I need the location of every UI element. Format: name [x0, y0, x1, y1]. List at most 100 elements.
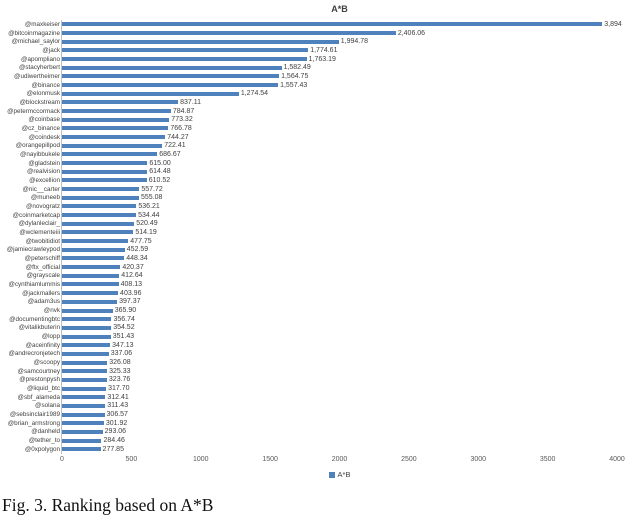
- value-label: 293.06: [104, 428, 127, 436]
- value-label: 365.90: [114, 307, 137, 314]
- bar: [62, 343, 111, 348]
- bar: [62, 429, 103, 434]
- bar: [62, 135, 166, 140]
- bar: [62, 65, 282, 70]
- category-label: @michael_saylor: [11, 38, 60, 46]
- category-label: @binance: [31, 81, 60, 89]
- bar-row: @nvk 365.90: [0, 306, 628, 315]
- bar: [62, 22, 603, 27]
- bar-row: @peterschiff 448.34: [0, 254, 628, 263]
- bar: [62, 403, 106, 408]
- value-label: 277.85: [102, 445, 124, 453]
- value-label: 1,564.75: [281, 72, 309, 80]
- value-label: 1,994.78: [340, 38, 369, 46]
- bar: [62, 48, 309, 53]
- category-label: @sbf_alameda: [17, 393, 60, 401]
- category-label: @andrecronjetech: [8, 350, 60, 358]
- value-label: 1,774.61: [310, 46, 338, 54]
- category-label: @0xpolygon: [24, 445, 60, 453]
- category-label: @wclementeiii: [19, 228, 60, 236]
- value-label: 306.57: [106, 411, 128, 419]
- category-label: @cynthiamlummis: [8, 280, 60, 288]
- bar: [62, 126, 169, 131]
- plot-area: @maxkeiser 3,894 @bitcoinmagazine 2,406.06 @…: [0, 20, 628, 454]
- value-label: 744.27: [167, 133, 189, 141]
- bar-row: @dylanleclair_ 520.49: [0, 219, 628, 229]
- bar-row: @nic__carter 557.72: [0, 184, 628, 194]
- category-label: @coinmarketcap: [12, 211, 60, 219]
- value-label: 614.48: [149, 168, 171, 176]
- value-label: 284.46: [103, 437, 125, 445]
- bar: [62, 447, 101, 452]
- value-label: 326.08: [109, 359, 131, 367]
- bar: [62, 213, 137, 218]
- value-label: 351.43: [112, 333, 135, 341]
- value-label: 557.72: [141, 185, 163, 193]
- bar-row: @petermccormack 784.87: [0, 106, 628, 116]
- bar-row: @aceinfinity 347.13: [0, 340, 628, 350]
- bar-row: @coinbase 773.32: [0, 115, 628, 125]
- value-label: 452.59: [126, 246, 149, 254]
- category-label: @nvk: [43, 307, 60, 314]
- x-axis-tick-label: 3000: [470, 456, 487, 463]
- bar-row: @coindesk 744.27: [0, 132, 628, 142]
- bar-row: @grayscale 412.64: [0, 271, 628, 281]
- category-label: @realvision: [27, 168, 60, 176]
- bar-row: @bitcoinmagazine 2,406.06: [0, 28, 628, 38]
- value-label: 837.11: [180, 98, 202, 106]
- category-label: @coinbase: [28, 116, 60, 124]
- bar: [62, 351, 109, 356]
- category-label: @jamiecrawleypod: [6, 246, 60, 254]
- value-label: 766.78: [170, 124, 192, 132]
- value-label: 3,894: [604, 20, 622, 28]
- bar-row: @binance 1,557.43: [0, 80, 628, 90]
- bar-row: @maxkeiser 3,894: [0, 20, 628, 29]
- bar-row: @gladstein 615.00: [0, 158, 628, 168]
- bar: [62, 438, 102, 443]
- value-label: 412.64: [121, 272, 143, 280]
- category-label: @jack: [42, 46, 60, 54]
- bar-row: @wclementeiii 514.19: [0, 228, 628, 237]
- value-label: 356.74: [113, 315, 135, 323]
- bar: [62, 334, 111, 339]
- figure-caption: Fig. 3. Ranking based on A*B: [2, 495, 214, 515]
- value-label: 534.44: [138, 211, 160, 219]
- value-label: 403.96: [120, 289, 142, 297]
- bar-row: @solana 311.43: [0, 401, 628, 411]
- bar-row: @0xpolygon 277.85: [0, 444, 628, 454]
- bar: [62, 178, 147, 183]
- bar: [62, 83, 279, 88]
- value-label: 520.49: [136, 220, 158, 228]
- category-label: @ftx_official: [25, 263, 60, 271]
- bar-row: @cz_binance 766.78: [0, 124, 628, 133]
- category-label: @muneeb: [30, 194, 60, 202]
- bar-row: @apompliano 1,763.19: [0, 54, 628, 64]
- value-label: 1,557.43: [280, 81, 308, 89]
- bar: [62, 74, 280, 79]
- bar-row: @novogratz 536.21: [0, 202, 628, 211]
- value-label: 301.92: [105, 419, 128, 427]
- x-axis-tick-label: 3500: [539, 456, 556, 463]
- category-label: @twobitidiot: [25, 237, 60, 245]
- bar: [62, 421, 104, 426]
- bar: [62, 395, 106, 400]
- bar: [62, 299, 118, 304]
- category-label: @liquid_btc: [27, 385, 60, 393]
- bar-row: @michael_saylor 1,994.78: [0, 37, 628, 47]
- category-label: @dylanleclair_: [18, 220, 60, 228]
- category-label: @orangepillpod: [15, 142, 60, 150]
- category-label: @prestonpysh: [19, 376, 60, 384]
- legend: A*B: [62, 470, 617, 479]
- bar-row: @stacyherbert 1,582.49: [0, 63, 628, 73]
- value-label: 397.37: [119, 298, 141, 306]
- x-axis-tick-label: 2500: [401, 456, 417, 463]
- bar-row: @scoopy 326.08: [0, 358, 628, 367]
- x-axis-tick-label: 500: [125, 456, 138, 463]
- bar: [62, 308, 113, 313]
- bar: [62, 291, 119, 296]
- bar: [62, 256, 125, 261]
- bar-row: @cynthiamlummis 408.13: [0, 280, 628, 289]
- value-label: 323.76: [108, 376, 131, 384]
- category-label: @peterschiff: [24, 254, 60, 262]
- category-label: @grayscale: [26, 272, 60, 280]
